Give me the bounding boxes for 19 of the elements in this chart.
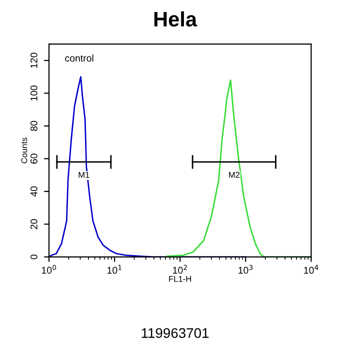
y-tick-label: 80: [30, 120, 38, 131]
series-label: M1: [78, 172, 90, 178]
x-tick-label: 10$^{2}$: [173, 264, 187, 274]
y-tick-label: 0: [30, 254, 38, 260]
series-label: M2: [229, 172, 240, 178]
y-tick-label: 120: [30, 52, 38, 68]
x-tick-label: 10$^{1}$: [108, 264, 122, 274]
x-tick-label: 10$^{4}$: [304, 264, 318, 274]
y-tick-label: 20: [30, 219, 38, 230]
x-axis-title: FL1-H: [169, 276, 191, 282]
chart-title: Hela: [154, 11, 198, 27]
annotation: control: [65, 54, 94, 62]
y-tick-label: 100: [30, 85, 38, 101]
y-tick-label: 60: [30, 154, 38, 164]
x-tick-label: 10$^{3}$: [238, 264, 253, 274]
y-axis-title: Counts: [21, 138, 28, 164]
y-tick-label: 40: [30, 186, 38, 197]
x-tick-label: 10$^{0}$: [42, 264, 56, 274]
text: 119963701: [142, 328, 209, 338]
